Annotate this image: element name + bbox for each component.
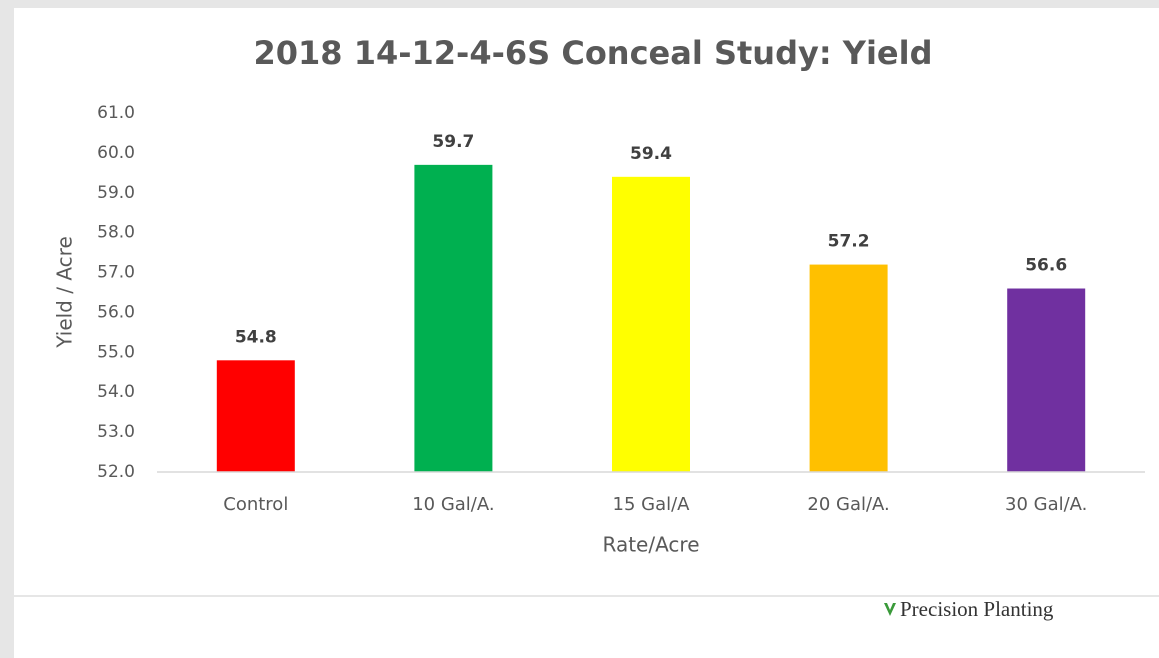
y-tick-label: 57.0 xyxy=(97,263,135,283)
data-label: 56.6 xyxy=(1025,256,1067,276)
data-label: 54.8 xyxy=(235,327,277,347)
y-tick-label: 54.0 xyxy=(97,382,135,402)
y-tick-label: 60.0 xyxy=(97,143,135,163)
bar xyxy=(809,264,888,472)
chart-area xyxy=(14,8,1159,595)
y-tick-label: 58.0 xyxy=(97,223,135,243)
footer-logo-text: Precision Planting xyxy=(900,597,1054,621)
y-tick-label: 53.0 xyxy=(97,422,135,442)
y-tick-label: 59.0 xyxy=(97,183,135,203)
x-tick-label: 30 Gal/A. xyxy=(1005,494,1087,515)
bar xyxy=(414,164,493,472)
x-tick-label: 20 Gal/A. xyxy=(807,494,889,515)
y-tick-label: 52.0 xyxy=(97,462,135,482)
x-tick-label: 15 Gal/A xyxy=(613,494,691,515)
logo-icon xyxy=(884,603,896,616)
footer-area xyxy=(14,597,1159,658)
data-label: 57.2 xyxy=(828,232,870,252)
data-label: 59.4 xyxy=(630,144,672,164)
data-label: 59.7 xyxy=(432,132,474,152)
bar xyxy=(216,360,295,472)
x-tick-label: 10 Gal/A. xyxy=(412,494,494,515)
chart-title: 2018 14-12-4-6S Conceal Study: Yield xyxy=(254,34,933,72)
bar xyxy=(612,176,690,473)
x-axis-label: Rate/Acre xyxy=(602,533,699,557)
y-tick-label: 55.0 xyxy=(97,342,135,362)
x-tick-label: Control xyxy=(223,494,288,515)
y-tick-label: 61.0 xyxy=(97,103,135,123)
bar xyxy=(1007,288,1086,472)
y-axis-label: Yield / Acre xyxy=(53,236,77,348)
y-tick-label: 56.0 xyxy=(97,302,135,322)
